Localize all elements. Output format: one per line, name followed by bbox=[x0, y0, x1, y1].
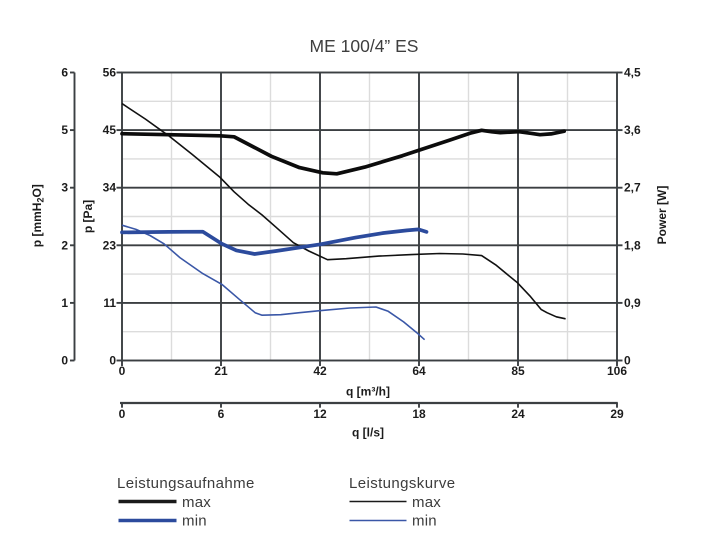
svg-text:5: 5 bbox=[61, 123, 68, 137]
svg-text:min: min bbox=[182, 513, 207, 530]
svg-text:0: 0 bbox=[119, 364, 126, 378]
svg-text:q [m³/h]: q [m³/h] bbox=[346, 385, 390, 399]
svg-text:0: 0 bbox=[624, 354, 631, 368]
svg-text:2,7: 2,7 bbox=[624, 181, 641, 195]
svg-text:64: 64 bbox=[412, 364, 426, 378]
svg-text:45: 45 bbox=[103, 123, 117, 137]
svg-text:106: 106 bbox=[607, 364, 627, 378]
svg-text:11: 11 bbox=[103, 296, 116, 310]
svg-text:23: 23 bbox=[103, 238, 117, 252]
svg-text:1: 1 bbox=[61, 296, 68, 310]
svg-text:18: 18 bbox=[412, 407, 426, 421]
svg-text:p [Pa]: p [Pa] bbox=[81, 200, 95, 233]
svg-text:Power [W]: Power [W] bbox=[655, 186, 669, 245]
svg-text:56: 56 bbox=[103, 66, 117, 80]
svg-text:1,8: 1,8 bbox=[624, 238, 641, 252]
svg-text:3: 3 bbox=[61, 181, 68, 195]
svg-text:min: min bbox=[412, 513, 437, 530]
svg-text:0: 0 bbox=[109, 354, 116, 368]
svg-text:24: 24 bbox=[511, 407, 525, 421]
svg-text:p [mmH2O]: p [mmH2O] bbox=[30, 184, 46, 247]
svg-text:6: 6 bbox=[218, 407, 225, 421]
svg-text:0,9: 0,9 bbox=[624, 296, 641, 310]
svg-text:0: 0 bbox=[61, 354, 68, 368]
svg-text:29: 29 bbox=[610, 407, 624, 421]
svg-text:85: 85 bbox=[511, 364, 525, 378]
svg-text:0: 0 bbox=[119, 407, 126, 421]
svg-text:21: 21 bbox=[214, 364, 228, 378]
svg-text:12: 12 bbox=[313, 407, 327, 421]
svg-text:max: max bbox=[412, 494, 441, 511]
svg-text:ME 100/4” ES: ME 100/4” ES bbox=[310, 36, 419, 56]
svg-text:Leistungsaufnahme: Leistungsaufnahme bbox=[117, 475, 255, 492]
svg-text:4,5: 4,5 bbox=[624, 66, 641, 80]
svg-text:3,6: 3,6 bbox=[624, 123, 641, 137]
svg-text:6: 6 bbox=[61, 66, 68, 80]
svg-text:34: 34 bbox=[103, 181, 117, 195]
svg-text:42: 42 bbox=[313, 364, 327, 378]
svg-text:max: max bbox=[182, 494, 211, 511]
svg-text:Leistungskurve: Leistungskurve bbox=[349, 475, 456, 492]
svg-text:2: 2 bbox=[61, 238, 68, 252]
svg-text:q [l/s]: q [l/s] bbox=[352, 426, 384, 440]
